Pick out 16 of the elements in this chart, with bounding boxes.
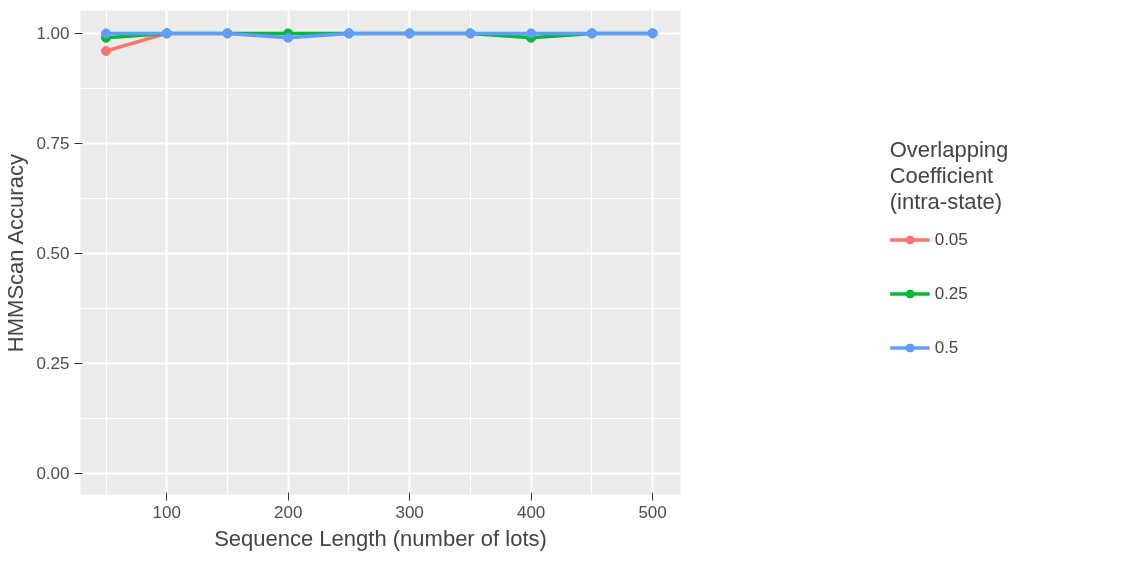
- x-axis-title: Sequence Length (number of lots): [214, 525, 547, 551]
- legend-label: 0.25: [934, 282, 968, 305]
- legend-label: 0.5: [934, 336, 959, 359]
- x-tick-label: 300: [395, 502, 424, 522]
- y-tick-label: 0.00: [36, 464, 70, 484]
- x-tick-label: 400: [516, 502, 546, 522]
- y-tick-label: 1.00: [36, 24, 70, 44]
- legend-label: 0.05: [934, 228, 968, 251]
- x-tick-label: 200: [274, 502, 303, 522]
- y-axis-title: HMMScan Accuracy: [3, 154, 29, 353]
- x-tick-label: 500: [638, 502, 667, 522]
- y-tick-label: 0.75: [36, 134, 70, 154]
- x-tick-label: 100: [152, 502, 181, 522]
- legend-title: Overlapping Coefficient (intra-state): [889, 136, 1009, 215]
- y-tick-label: 0.25: [36, 354, 70, 374]
- y-tick-label: 0.50: [36, 244, 70, 264]
